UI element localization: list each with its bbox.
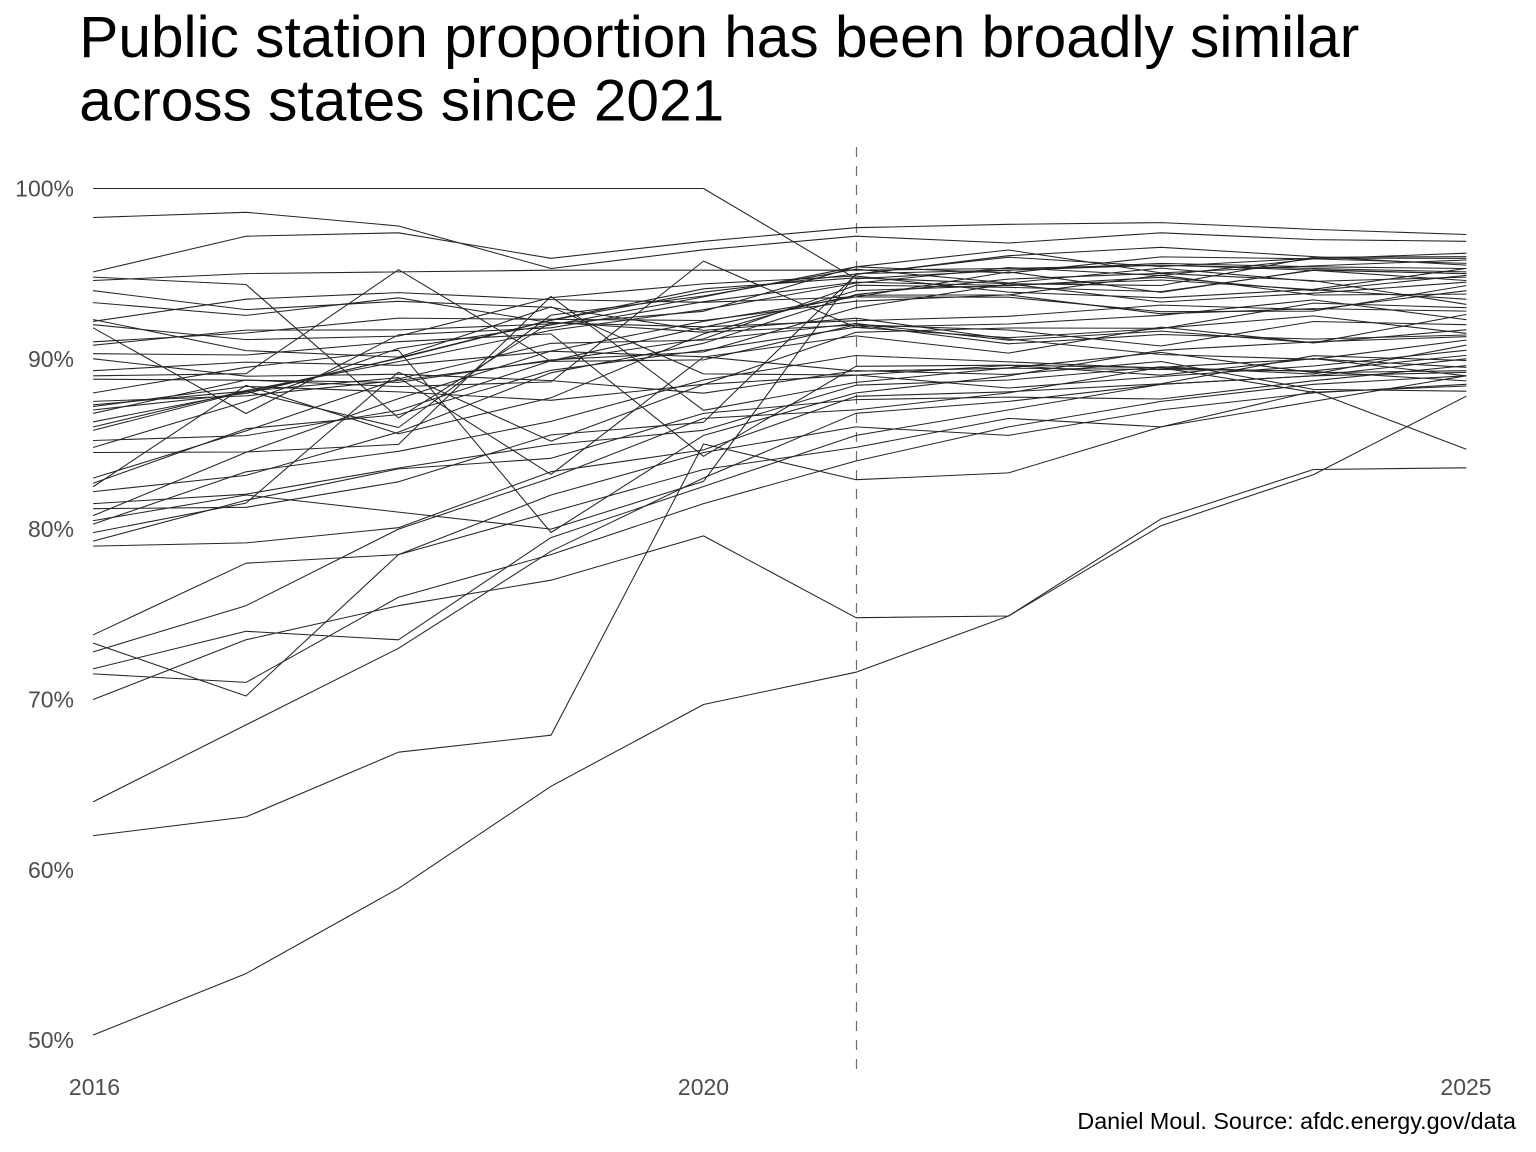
svg-text:Public station proportion has: Public station proportion has been broad… (79, 5, 1359, 70)
svg-text:60%: 60% (28, 857, 74, 883)
svg-text:2016: 2016 (69, 1074, 120, 1100)
svg-text:70%: 70% (28, 687, 74, 713)
svg-text:Daniel Moul. Source: afdc.ener: Daniel Moul. Source: afdc.energy.gov/dat… (1077, 1108, 1516, 1134)
svg-text:80%: 80% (28, 516, 74, 542)
svg-text:90%: 90% (28, 346, 74, 372)
svg-text:2020: 2020 (678, 1074, 729, 1100)
svg-text:across states since 2021: across states since 2021 (79, 68, 724, 133)
svg-text:50%: 50% (28, 1027, 74, 1053)
svg-text:2025: 2025 (1440, 1074, 1491, 1100)
svg-text:100%: 100% (15, 176, 74, 202)
